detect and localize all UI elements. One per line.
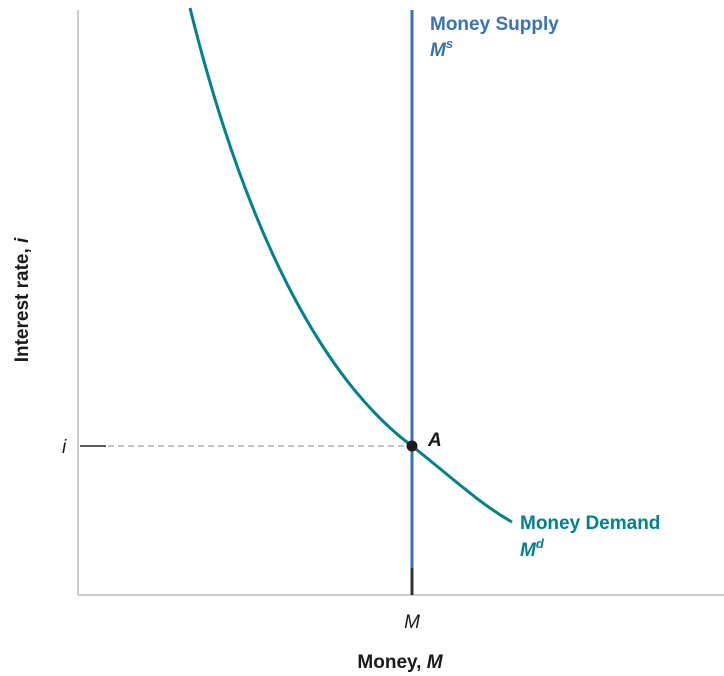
y-tick-label: i bbox=[62, 437, 67, 458]
y-axis-label: Interest rate, i bbox=[12, 237, 33, 362]
label-text: Interest rate, bbox=[12, 243, 33, 362]
symbol: M bbox=[520, 540, 537, 561]
label-text: Money, bbox=[357, 652, 426, 673]
demand-name: Money Demand bbox=[520, 513, 660, 534]
supply-symbol: Ms bbox=[430, 36, 453, 61]
demand-symbol: Md bbox=[520, 536, 545, 561]
equilibrium-point bbox=[406, 440, 418, 452]
x-tick-label: M bbox=[404, 612, 420, 633]
symbol: M bbox=[430, 40, 447, 61]
superscript: s bbox=[446, 36, 453, 51]
supply-name: Money Supply bbox=[430, 14, 559, 35]
label-var: M bbox=[427, 652, 444, 673]
label-var: i bbox=[12, 237, 33, 243]
x-axis-label: Money, M bbox=[357, 652, 443, 673]
demand-curve bbox=[188, 7, 513, 524]
superscript: d bbox=[536, 536, 545, 551]
point-label: A bbox=[427, 430, 442, 451]
